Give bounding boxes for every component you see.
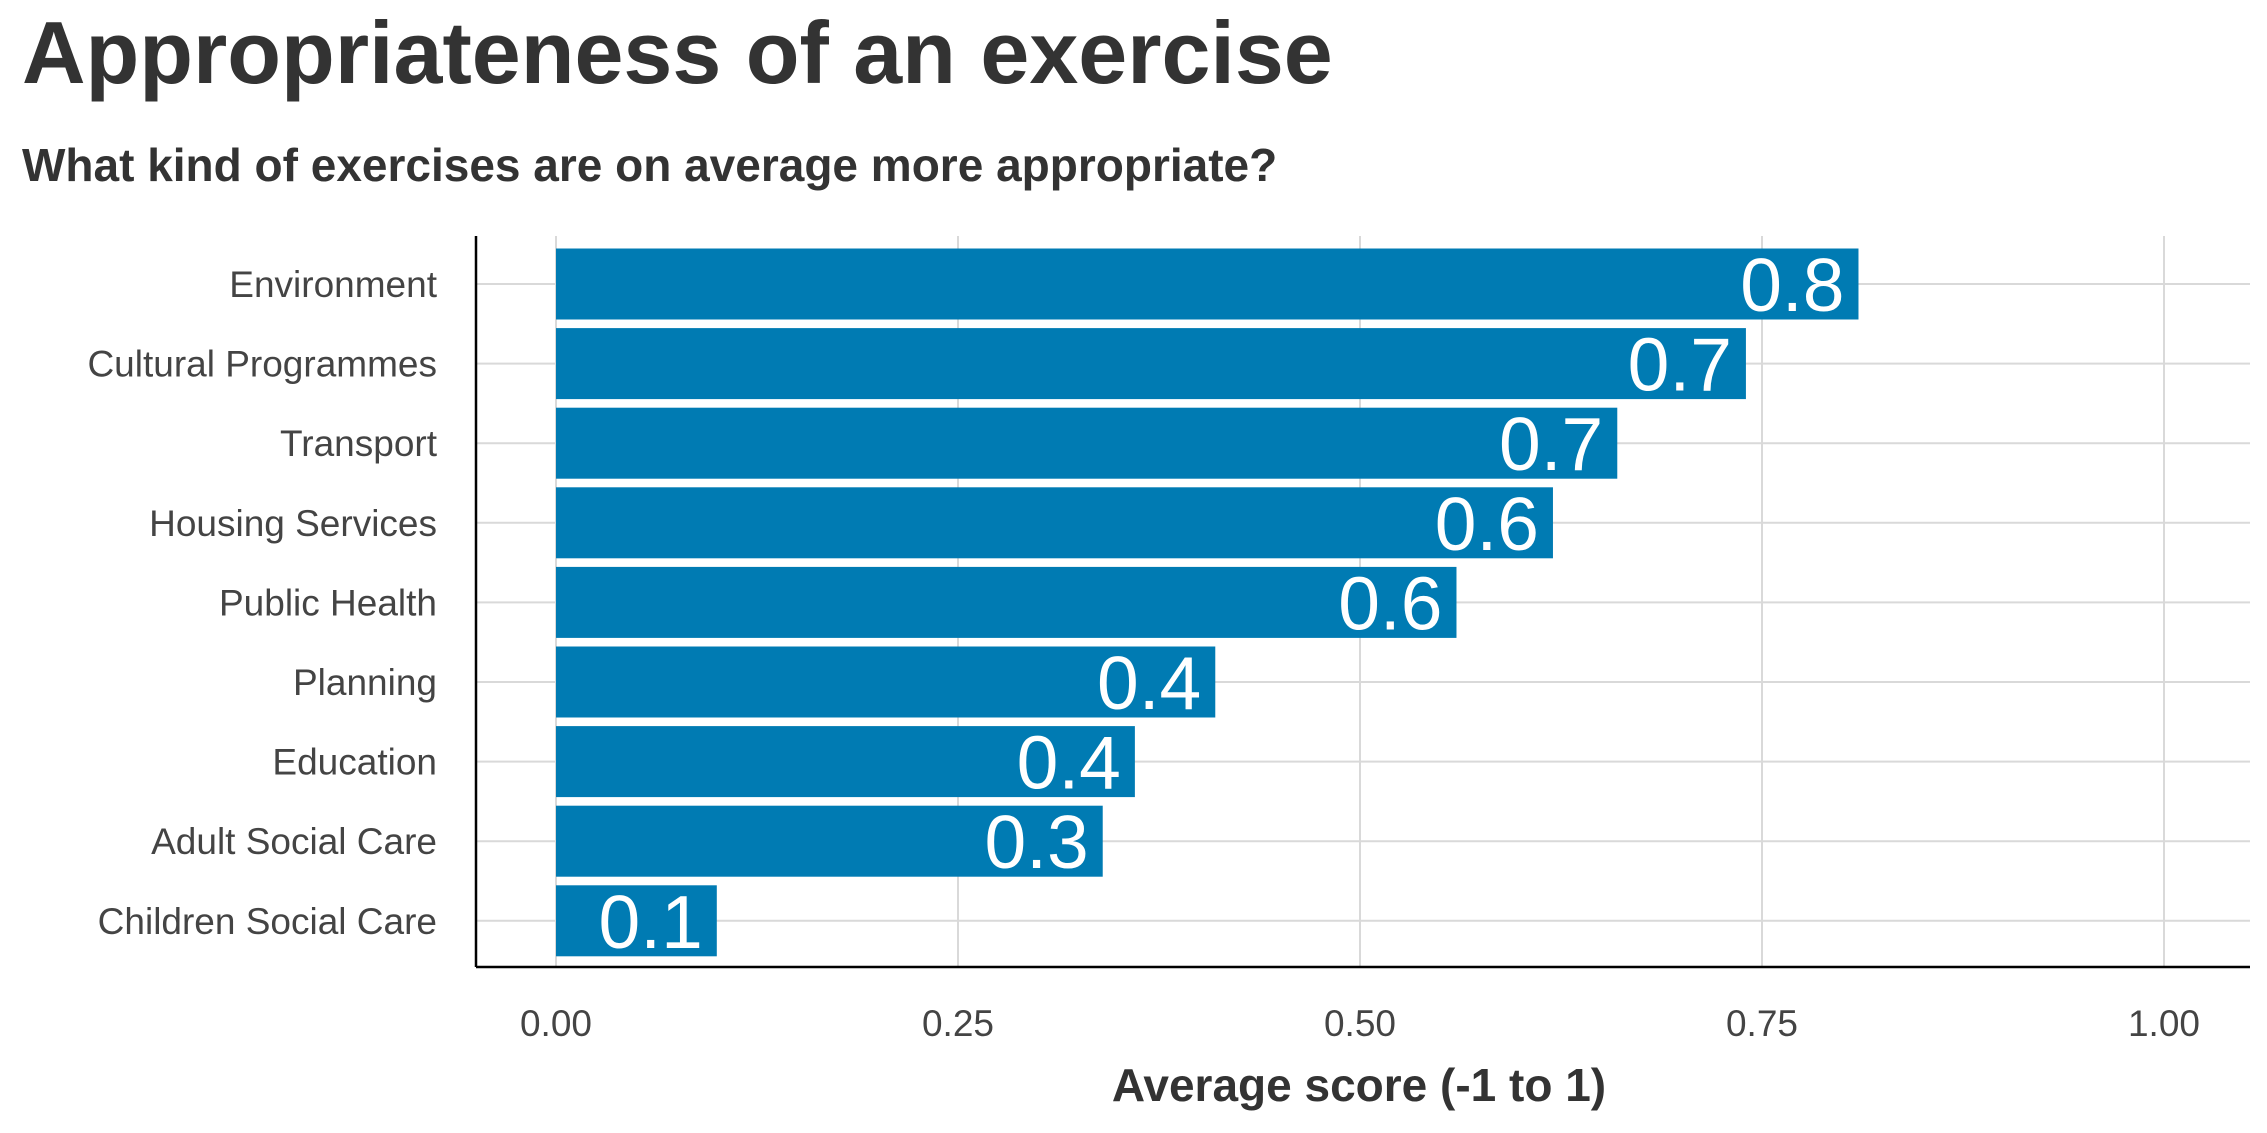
bars <box>556 248 1859 957</box>
bar <box>556 646 1216 718</box>
x-tick-label: 0.50 <box>1324 1003 1396 1044</box>
bar <box>556 248 1859 320</box>
x-tick-label: 0.00 <box>520 1003 592 1044</box>
bar <box>556 726 1135 798</box>
chart-title: Appropriateness of an exercise <box>22 3 1333 102</box>
x-tick-label: 0.25 <box>922 1003 994 1044</box>
bar-value-label: 0.4 <box>1017 721 1121 805</box>
bar <box>556 328 1746 400</box>
bar-value-label: 0.6 <box>1435 482 1539 566</box>
bar <box>556 487 1553 559</box>
bar <box>556 805 1103 877</box>
bar-value-label: 0.1 <box>599 880 703 964</box>
bar-value-label: 0.7 <box>1499 402 1603 486</box>
category-label: Housing Services <box>149 503 437 544</box>
bar-value-label: 0.4 <box>1097 641 1201 725</box>
bar-value-label: 0.7 <box>1628 323 1732 407</box>
x-axis-title: Average score (-1 to 1) <box>1112 1059 1606 1111</box>
bar-value-label: 0.6 <box>1338 561 1442 645</box>
bar-value-label: 0.8 <box>1740 243 1844 327</box>
category-label: Cultural Programmes <box>87 344 437 385</box>
chart-subtitle: What kind of exercises are on average mo… <box>22 139 1278 191</box>
category-label: Public Health <box>219 582 437 623</box>
category-label: Environment <box>229 264 437 305</box>
category-label: Children Social Care <box>98 901 437 942</box>
axes <box>474 236 2250 969</box>
category-label: Education <box>272 742 437 783</box>
category-label: Transport <box>280 423 438 464</box>
category-label: Adult Social Care <box>151 821 437 862</box>
labels: 0.8 Environment 0.7 Cultural Programmes 0.7 T… <box>87 243 2200 1044</box>
x-tick-label: 1.00 <box>2128 1003 2200 1044</box>
category-label: Planning <box>293 662 437 703</box>
x-tick-label: 0.75 <box>1726 1003 1798 1044</box>
bar <box>556 566 1457 638</box>
bar <box>556 407 1618 479</box>
bar-value-label: 0.3 <box>984 800 1088 884</box>
bar <box>556 885 717 957</box>
